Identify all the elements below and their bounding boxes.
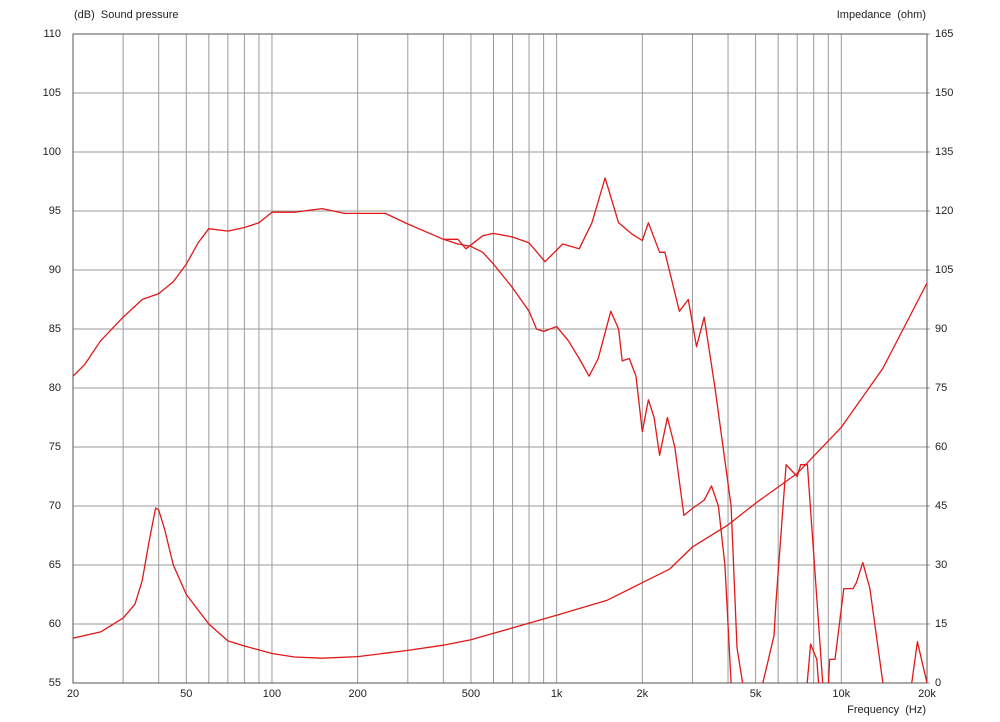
x-axis-title: Frequency (Hz): [847, 704, 926, 716]
y-tick-label: 80: [49, 382, 61, 394]
y-tick-label: 60: [49, 618, 61, 630]
y2-tick-label: 60: [935, 441, 947, 453]
series-line: [73, 282, 927, 659]
x-tick-label: 200: [348, 688, 366, 700]
y2-tick-label: 75: [935, 382, 947, 394]
y-tick-label: 95: [49, 205, 61, 217]
y2-tick-label: 135: [935, 146, 953, 158]
x-tick-label: 500: [462, 688, 480, 700]
y-tick-label: 110: [43, 28, 61, 40]
y-axis-title: (dB) Sound pressure: [74, 9, 179, 21]
y-tick-label: 85: [49, 323, 61, 335]
x-tick-label: 2k: [637, 688, 649, 700]
y2-tick-label: 15: [935, 618, 947, 630]
x-tick-label: 5k: [750, 688, 762, 700]
y2-axis-title: Impedance (ohm): [837, 9, 926, 21]
x-tick-label: 10k: [832, 688, 850, 700]
y2-tick-label: 120: [935, 205, 953, 217]
series-line: [443, 238, 927, 683]
y-tick-label: 55: [49, 677, 61, 689]
y-tick-label: 90: [49, 264, 61, 276]
y2-tick-label: 45: [935, 500, 947, 512]
y2-tick-label: 0: [935, 677, 941, 689]
y-tick-label: 70: [49, 500, 61, 512]
plot-area: [73, 177, 927, 683]
x-tick-label: 100: [263, 688, 281, 700]
y-tick-label: 105: [43, 87, 61, 99]
series-line: [73, 177, 884, 683]
x-tick-label: 20k: [918, 688, 936, 700]
y-tick-label: 75: [49, 441, 61, 453]
x-tick-label: 50: [180, 688, 192, 700]
plot-frame: [72, 33, 928, 684]
x-tick-label: 1k: [551, 688, 563, 700]
y-tick-label: 65: [49, 559, 61, 571]
y2-tick-label: 105: [935, 264, 953, 276]
x-tick-label: 20: [67, 688, 79, 700]
y2-tick-label: 90: [935, 323, 947, 335]
y2-tick-label: 30: [935, 559, 947, 571]
y2-tick-label: 165: [935, 28, 953, 40]
y-tick-label: 100: [43, 146, 61, 158]
y2-tick-label: 150: [935, 87, 953, 99]
